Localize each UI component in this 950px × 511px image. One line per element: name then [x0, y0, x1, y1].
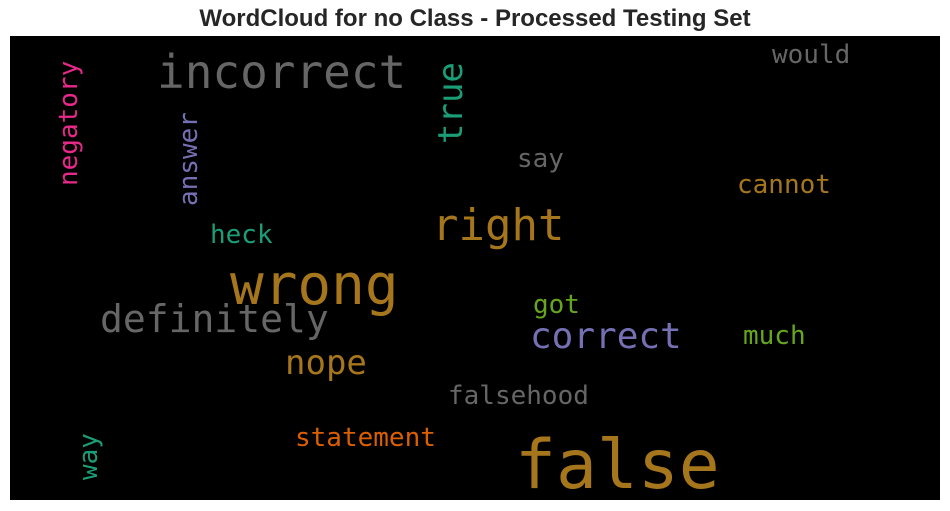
word-would: would: [772, 40, 850, 70]
wordcloud-canvas: false wrong incorrect right definitely correc…: [10, 36, 940, 500]
word-got: got: [533, 290, 580, 320]
word-much: much: [743, 321, 806, 351]
word-wrong: wrong: [230, 253, 399, 318]
chart-title: WordCloud for no Class - Processed Testi…: [199, 5, 751, 32]
word-nope: nope: [285, 343, 367, 383]
word-negatory: negatory: [54, 61, 84, 186]
word-incorrect: incorrect: [157, 45, 406, 99]
wordcloud-words: false wrong incorrect right definitely correc…: [54, 40, 850, 500]
word-say: say: [517, 144, 564, 174]
word-false: false: [515, 426, 720, 500]
word-answer: answer: [174, 112, 204, 206]
word-correct: correct: [530, 316, 682, 357]
word-way: way: [74, 433, 104, 480]
word-right: right: [432, 200, 564, 251]
word-falsehood: falsehood: [448, 381, 589, 411]
word-cannot: cannot: [737, 170, 831, 200]
wordcloud-background: [10, 36, 940, 500]
word-true: true: [431, 62, 471, 144]
word-definitely: definitely: [100, 297, 329, 341]
word-statement: statement: [295, 423, 436, 453]
word-heck: heck: [210, 220, 273, 250]
